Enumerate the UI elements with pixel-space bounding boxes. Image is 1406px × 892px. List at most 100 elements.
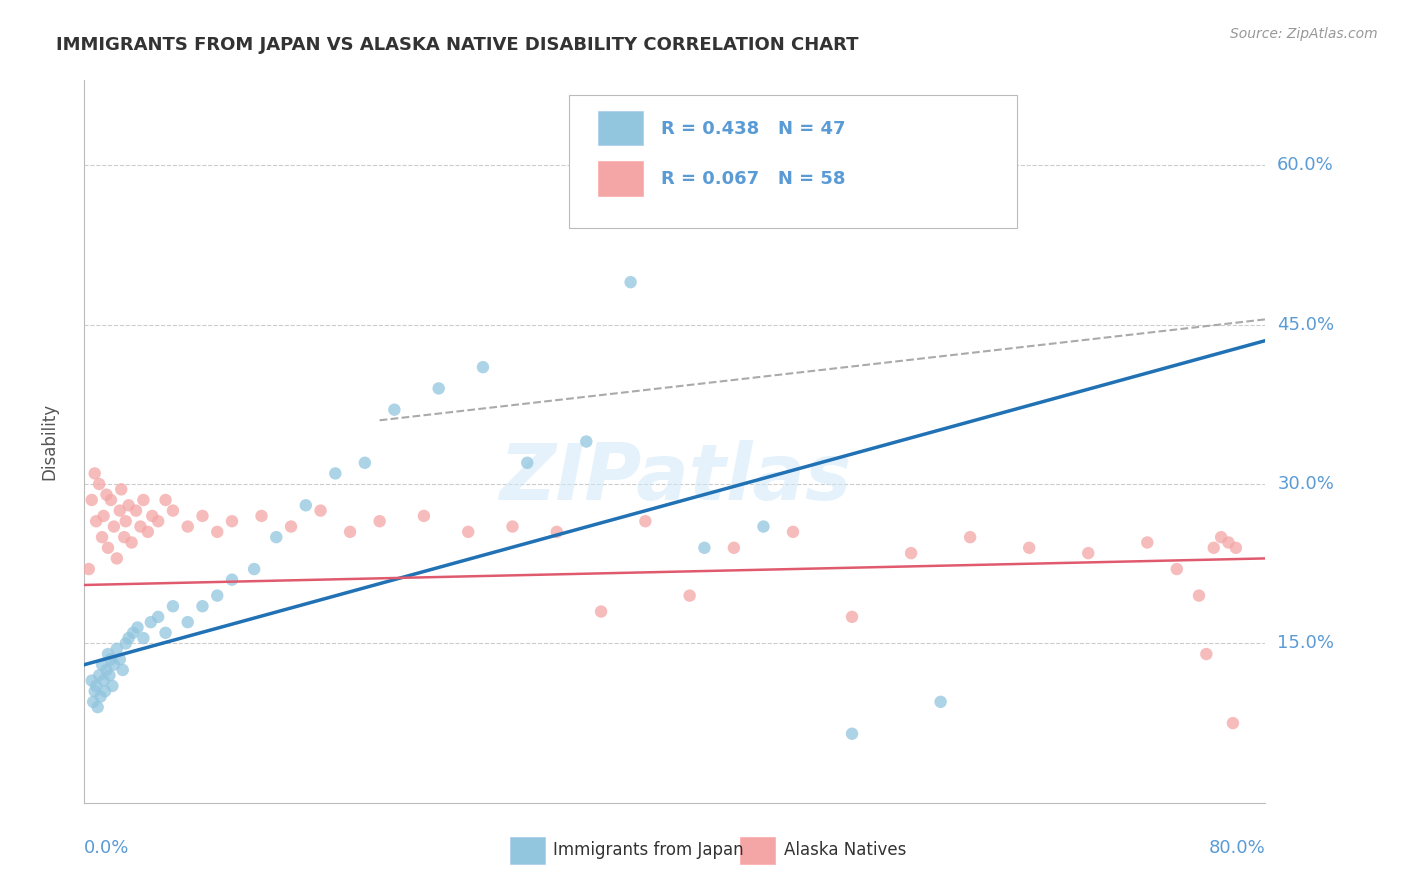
Point [191, 508, 214, 523]
Point [84, 514, 107, 528]
Point [98, 668, 121, 682]
Text: Disability: Disability [39, 403, 58, 480]
Point [723, 541, 745, 555]
Point [162, 503, 184, 517]
Text: R = 0.438   N = 47: R = 0.438 N = 47 [661, 120, 845, 137]
Point [86, 700, 108, 714]
FancyBboxPatch shape [740, 837, 775, 864]
Point [354, 456, 377, 470]
Point [280, 519, 302, 533]
Text: 30.0%: 30.0% [1277, 475, 1334, 493]
Point [118, 631, 141, 645]
Point [959, 530, 981, 544]
Point [91, 530, 114, 544]
Point [111, 663, 134, 677]
Point [108, 652, 131, 666]
Point [1202, 541, 1225, 555]
Text: 0.0%: 0.0% [84, 838, 129, 857]
Point [80, 673, 103, 688]
Point [148, 610, 170, 624]
Point [91, 657, 114, 672]
Point [221, 514, 243, 528]
Point [83, 684, 105, 698]
Point [1218, 535, 1240, 549]
Point [82, 695, 104, 709]
Point [139, 615, 162, 630]
Point [84, 679, 107, 693]
Point [80, 493, 103, 508]
Point [457, 524, 479, 539]
Point [127, 620, 149, 634]
Text: ZIPatlas: ZIPatlas [499, 440, 851, 516]
Point [693, 541, 716, 555]
Point [427, 381, 450, 395]
Point [191, 599, 214, 614]
Point [575, 434, 598, 449]
Point [110, 483, 132, 497]
Point [177, 519, 200, 533]
Point [339, 524, 361, 539]
Point [1211, 530, 1233, 544]
Point [100, 493, 122, 508]
Point [103, 657, 125, 672]
Point [295, 498, 318, 512]
Point [221, 573, 243, 587]
Point [94, 684, 117, 698]
Text: 15.0%: 15.0% [1277, 634, 1334, 652]
FancyBboxPatch shape [509, 837, 546, 864]
Text: Alaska Natives: Alaska Natives [783, 841, 905, 860]
Point [472, 360, 495, 375]
Point [1222, 716, 1244, 731]
Text: 80.0%: 80.0% [1209, 838, 1265, 857]
Text: 45.0%: 45.0% [1277, 316, 1334, 334]
Point [501, 519, 523, 533]
Point [177, 615, 200, 630]
Point [1077, 546, 1099, 560]
Point [125, 503, 148, 517]
Point [382, 402, 406, 417]
Point [93, 508, 115, 523]
Point [207, 524, 229, 539]
Point [100, 652, 122, 666]
Point [83, 467, 105, 481]
Point [207, 589, 229, 603]
Point [122, 625, 145, 640]
Point [546, 524, 568, 539]
Point [96, 488, 118, 502]
Point [87, 477, 111, 491]
Point [155, 493, 177, 508]
Point [1136, 535, 1159, 549]
Point [112, 530, 135, 544]
Point [87, 668, 111, 682]
Point [900, 546, 922, 560]
Point [148, 514, 170, 528]
Point [1188, 589, 1211, 603]
Point [325, 467, 347, 481]
Point [105, 551, 128, 566]
Point [1166, 562, 1188, 576]
Point [129, 519, 152, 533]
Point [841, 727, 863, 741]
Point [782, 524, 804, 539]
Point [841, 610, 863, 624]
Point [516, 456, 538, 470]
FancyBboxPatch shape [598, 111, 643, 145]
Point [634, 514, 657, 528]
Text: Immigrants from Japan: Immigrants from Japan [553, 841, 744, 860]
Point [266, 530, 288, 544]
Text: IMMIGRANTS FROM JAPAN VS ALASKA NATIVE DISABILITY CORRELATION CHART: IMMIGRANTS FROM JAPAN VS ALASKA NATIVE D… [56, 36, 859, 54]
Point [309, 503, 332, 517]
Point [77, 562, 100, 576]
Point [114, 514, 136, 528]
Point [136, 524, 159, 539]
Text: R = 0.067   N = 58: R = 0.067 N = 58 [661, 170, 845, 188]
Point [162, 599, 184, 614]
Point [101, 679, 124, 693]
Point [132, 493, 155, 508]
Point [591, 605, 613, 619]
Point [413, 508, 436, 523]
Text: 60.0%: 60.0% [1277, 156, 1334, 174]
Text: Source: ZipAtlas.com: Source: ZipAtlas.com [1230, 27, 1378, 41]
Point [752, 519, 775, 533]
Point [121, 535, 143, 549]
